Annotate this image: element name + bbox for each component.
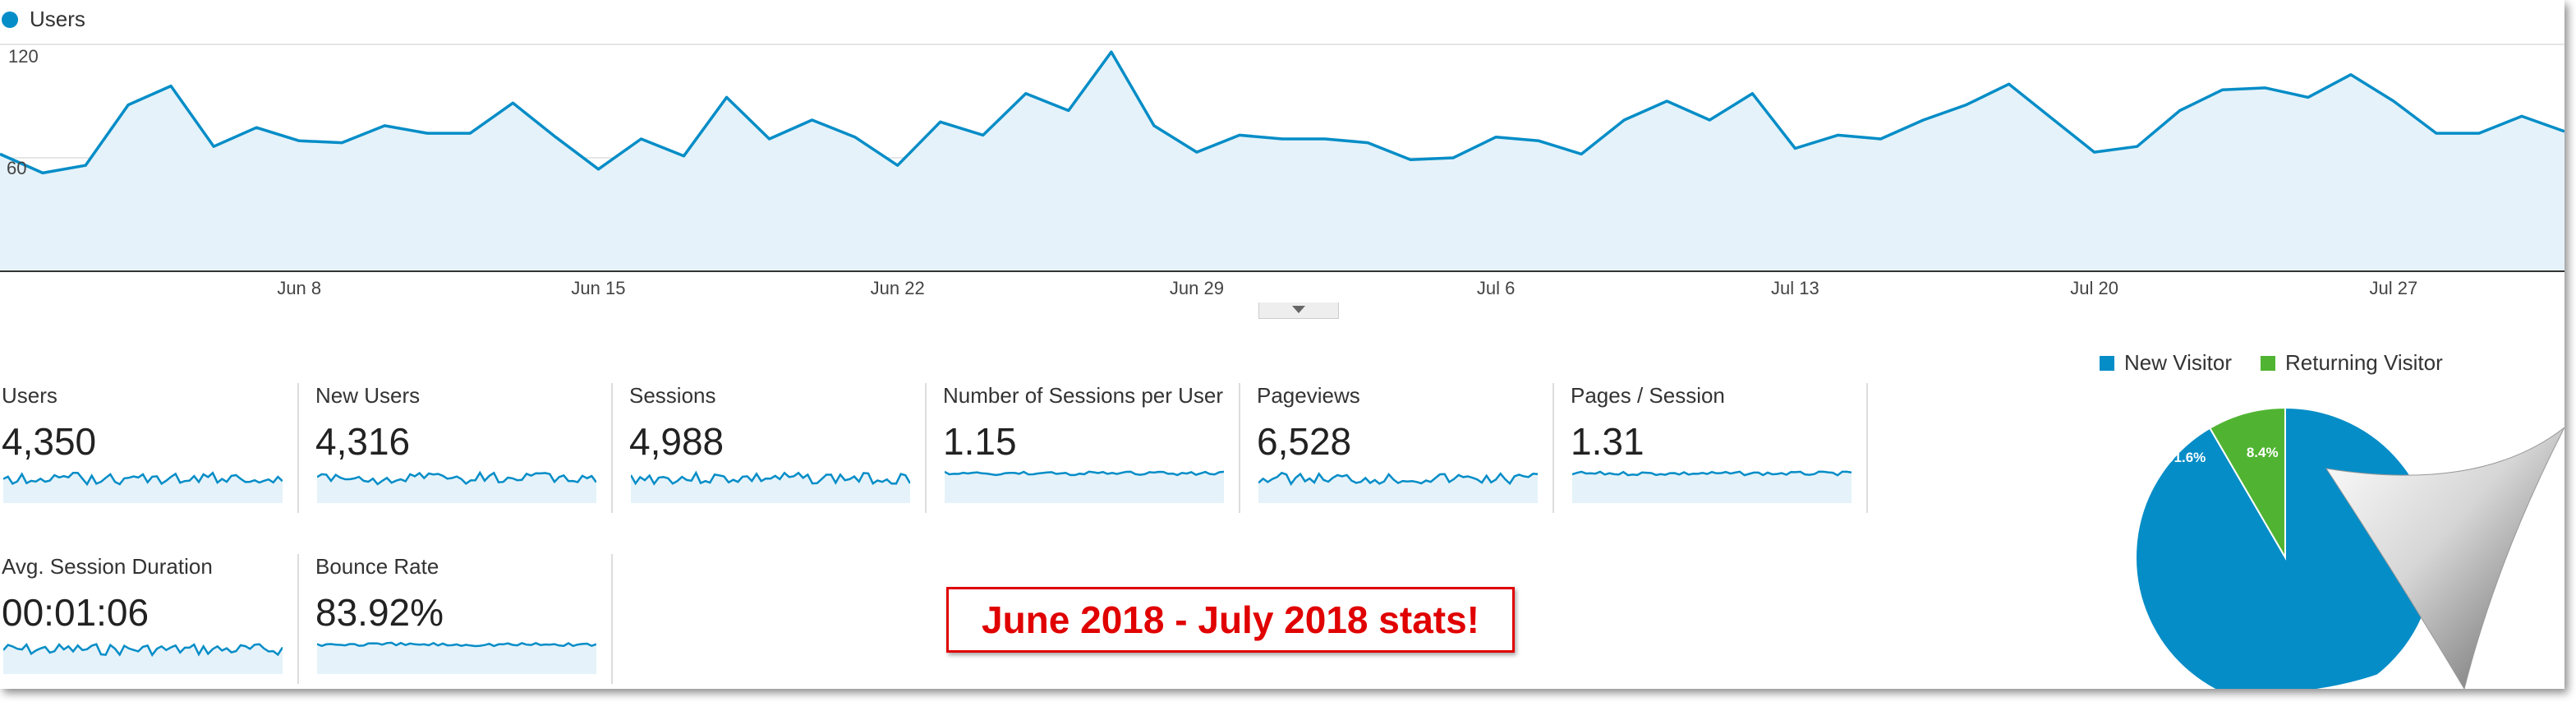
metric-label: Avg. Session Duration (2, 554, 213, 579)
sparkline-line (1258, 471, 1538, 487)
users-line-chart[interactable]: 120 60 Jun 8 Jun 15 Jun 22 Jun 29 Jul 6 Jul 13 J… (0, 33, 2564, 304)
metric-pages-per-session[interactable]: Pages / Session 1.31 (1569, 383, 1868, 513)
metric-value: 4,316 (315, 420, 411, 463)
metric-avg-session-duration[interactable]: Avg. Session Duration 00:01:06 (0, 554, 299, 684)
square-icon (2100, 355, 2114, 371)
chevron-down-icon (1292, 306, 1305, 313)
sparkline-fill (317, 642, 596, 674)
pie-legend-label: Returning Visitor (2285, 350, 2443, 375)
sparkline-line (1572, 470, 1852, 477)
metric-sparkline (945, 470, 1224, 503)
x-tick-label: Jul 27 (2370, 278, 2418, 298)
y-tick-label: 120 (8, 46, 39, 67)
pie-slice-returning-visitor[interactable] (2208, 406, 2286, 561)
metric-label: New Users (315, 383, 421, 408)
x-tick-label: Jul 6 (1477, 278, 1515, 298)
metric-bounce-rate[interactable]: Bounce Rate 83.92% (314, 554, 613, 684)
legend-label-users: Users (30, 7, 85, 31)
metric-value: 1.15 (943, 420, 1017, 463)
x-tick-label: Jul 20 (2070, 278, 2118, 298)
metric-sparkline (317, 470, 596, 503)
x-tick-label: Jun 15 (571, 278, 625, 298)
sparkline-line (3, 471, 283, 487)
metric-sparkline (3, 471, 283, 503)
metric-sparkline (631, 470, 910, 503)
metric-sparkline (317, 641, 596, 674)
pie-label-returning-visitor: 8.4% (2247, 445, 2279, 460)
users-series-line[interactable] (0, 50, 2564, 175)
sparkline-fill (945, 471, 1224, 503)
metric-users[interactable]: Users 4,350 (0, 383, 299, 513)
metric-label: Pageviews (1257, 383, 1360, 408)
metric-label: Number of Sessions per User (943, 383, 1224, 408)
sparkline-fill (631, 473, 910, 503)
metric-sparkline (1258, 471, 1538, 503)
sparkline-line (945, 470, 1224, 477)
sparkline-line (631, 470, 910, 486)
metric-value: 4,350 (2, 420, 97, 463)
metric-value: 6,528 (1257, 420, 1352, 463)
metric-sparkline (3, 642, 283, 674)
chart-legend[interactable]: Users (2, 7, 85, 32)
metric-sessions-per-user[interactable]: Number of Sessions per User 1.15 (941, 383, 1240, 513)
pie-legend-new-visitor[interactable]: New Visitor (2100, 350, 2232, 376)
metric-value: 83.92% (315, 591, 444, 634)
metric-label: Pages / Session (1571, 383, 1725, 408)
metric-value: 1.31 (1571, 420, 1644, 463)
metric-label: Bounce Rate (315, 554, 439, 579)
sparkline-fill (1258, 473, 1538, 503)
x-tick-label: Jun 8 (277, 278, 321, 298)
sparkline-fill (1572, 471, 1852, 503)
sparkline-fill (317, 473, 596, 503)
x-tick-label: Jun 29 (1170, 278, 1224, 298)
metric-new-users[interactable]: New Users 4,316 (314, 383, 613, 513)
x-tick-label: Jun 22 (871, 278, 925, 298)
sparkline-fill (3, 644, 283, 674)
collapse-chart-button[interactable] (1258, 303, 1339, 319)
y-tick-label: 60 (7, 158, 26, 178)
sparkline-line (317, 641, 596, 648)
metric-pageviews[interactable]: Pageviews 6,528 (1255, 383, 1554, 513)
metric-label: Users (2, 383, 58, 408)
square-icon (2261, 355, 2275, 371)
page-curl-decoration (2316, 427, 2564, 689)
metric-sparkline (1572, 470, 1852, 503)
analytics-overview-panel: Users 120 60 Jun 8 Jun 15 Jun 22 Jun 29 Jul 6 J… (0, 7, 2564, 689)
pie-legend-returning-visitor[interactable]: Returning Visitor (2261, 350, 2443, 376)
sparkline-fill (3, 473, 283, 503)
metric-value: 00:01:06 (2, 591, 150, 634)
metric-label: Sessions (629, 383, 716, 408)
sparkline-line (3, 642, 283, 658)
circle-icon (2, 11, 18, 28)
metric-sessions[interactable]: Sessions 4,988 (628, 383, 927, 513)
stats-banner: June 2018 - July 2018 stats! (946, 587, 1515, 653)
x-tick-label: Jul 13 (1771, 278, 1819, 298)
pie-label-new-visitor: 91.6% (2166, 450, 2206, 465)
metric-value: 4,988 (629, 420, 724, 463)
pie-legend-label: New Visitor (2124, 350, 2233, 375)
sparkline-line (317, 470, 596, 486)
users-area-fill (0, 52, 2564, 271)
